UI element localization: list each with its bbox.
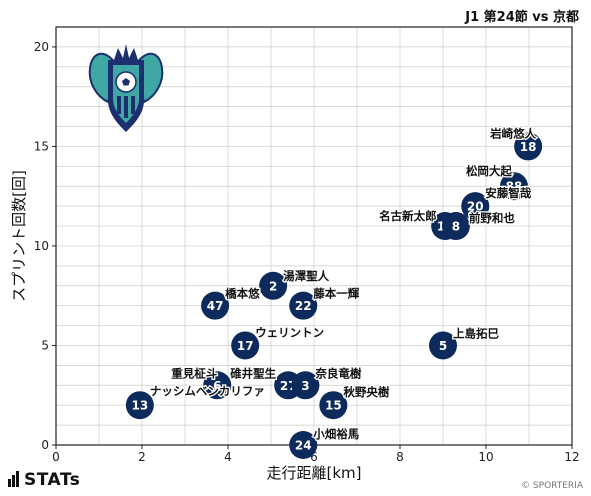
y-tick-label: 5 xyxy=(41,338,49,352)
x-tick-label: 12 xyxy=(564,450,579,464)
data-point xyxy=(201,291,230,320)
player-name-label: ウェリントン xyxy=(255,325,324,339)
data-point xyxy=(289,291,318,320)
point-number: 15 xyxy=(325,399,342,413)
crest-stripe xyxy=(124,96,128,118)
copyright: © SPORTERIA xyxy=(521,481,583,491)
point-number: 24 xyxy=(295,439,312,453)
point-number: 47 xyxy=(207,299,224,313)
y-tick-label: 10 xyxy=(34,239,49,253)
player-name-label: 橋本悠 xyxy=(225,287,260,301)
y-axis-label: スプリント回数[回] xyxy=(10,170,28,302)
point-number: 3 xyxy=(301,379,309,393)
crest-ball-pentagon xyxy=(122,78,130,86)
point-number: 88 xyxy=(506,180,523,194)
player-name-label: 松岡大起 xyxy=(466,164,512,178)
data-point xyxy=(125,391,154,420)
data-point xyxy=(291,371,320,400)
point-number: 20 xyxy=(467,200,484,214)
player-name-label: 安藤智哉 xyxy=(485,186,531,200)
point-number: 18 xyxy=(520,140,537,154)
team-crest-logo xyxy=(88,44,164,132)
header-title: J1 第24節 vs 京都 xyxy=(465,10,579,25)
player-name-label: 湯澤聖人 xyxy=(283,269,329,283)
y-tick-label: 15 xyxy=(34,139,49,153)
x-tick-label: 2 xyxy=(138,450,146,464)
point-number: 2 xyxy=(269,279,277,293)
data-point xyxy=(203,371,232,400)
point-number: 17 xyxy=(237,339,254,353)
data-point xyxy=(441,212,470,241)
point-number: 13 xyxy=(131,399,148,413)
data-points: 188820148247221756273131524 xyxy=(125,132,543,459)
player-name-label: 小畑裕馬 xyxy=(312,427,359,441)
player-name-label: 岩崎悠人 xyxy=(489,126,536,140)
data-point xyxy=(319,391,348,420)
player-name-label: 前野和也 xyxy=(469,211,515,225)
data-point xyxy=(514,132,543,161)
x-tick-label: 8 xyxy=(396,450,404,464)
player-name-label: 碓井聖生 xyxy=(230,366,276,380)
stats-bars-icon xyxy=(8,471,20,492)
player-name-label: ナッシムベンカリファ xyxy=(150,384,265,398)
player-name-label: 秋野央樹 xyxy=(343,385,389,399)
data-point xyxy=(429,331,457,360)
data-point xyxy=(461,192,490,221)
player-name-label: 奈良竜樹 xyxy=(314,366,361,380)
point-number: 22 xyxy=(295,299,312,313)
data-point xyxy=(259,271,288,300)
data-point xyxy=(499,172,528,201)
point-number: 5 xyxy=(439,339,447,353)
player-name-label: 名古新太郎 xyxy=(379,209,437,223)
point-number: 6 xyxy=(213,379,221,393)
brand-name: STATs xyxy=(24,470,81,490)
y-tick-label: 20 xyxy=(34,40,49,54)
x-tick-label: 6 xyxy=(310,450,318,464)
point-number: 8 xyxy=(452,220,460,234)
x-axis-label: 走行距離[km] xyxy=(266,464,361,482)
crest-stripe xyxy=(117,96,121,114)
data-point xyxy=(231,331,260,360)
footer-brand: STATs xyxy=(8,470,80,492)
data-point xyxy=(289,431,318,459)
x-tick-label: 0 xyxy=(52,450,60,464)
y-tick-label: 0 xyxy=(41,438,49,452)
x-tick-label: 10 xyxy=(478,450,493,464)
x-tick-label: 4 xyxy=(224,450,232,464)
player-name-label: 藤本一輝 xyxy=(313,287,359,301)
crest-stripe xyxy=(131,96,135,114)
player-name-label: 上島拓巳 xyxy=(453,326,499,340)
crest-crown xyxy=(114,44,138,60)
player-name-label: 重見柾斗 xyxy=(171,366,217,380)
